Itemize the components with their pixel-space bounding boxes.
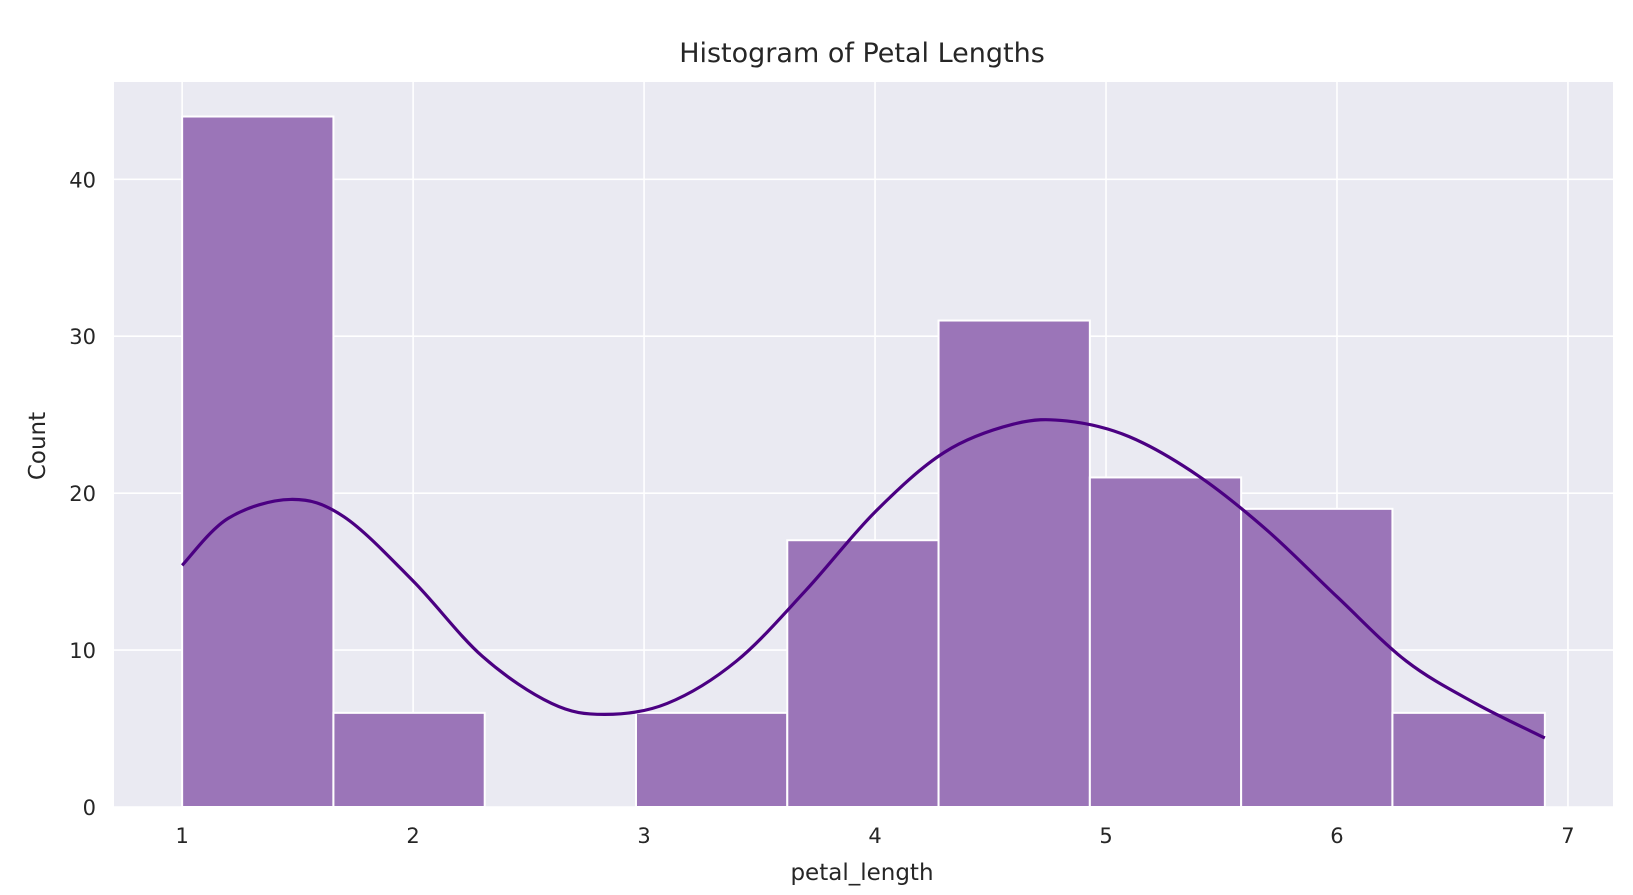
y-tick-label-0: 0 bbox=[83, 796, 96, 820]
y-axis-ticks: 0 10 20 30 40 bbox=[69, 168, 96, 820]
y-tick-label-1: 10 bbox=[69, 639, 96, 663]
histogram-bars bbox=[181, 115, 1546, 809]
histogram-bar-6 bbox=[1088, 476, 1243, 808]
x-tick-label-3: 4 bbox=[868, 824, 881, 848]
histogram-bar-7 bbox=[1240, 507, 1394, 808]
y-tick-label-4: 40 bbox=[69, 168, 96, 192]
y-tick-label-3: 30 bbox=[69, 325, 96, 349]
x-tick-label-4: 5 bbox=[1099, 824, 1112, 848]
histogram-bar-8 bbox=[1391, 711, 1546, 809]
histogram-bar-1 bbox=[332, 711, 486, 809]
y-tick-label-2: 20 bbox=[69, 482, 96, 506]
histogram-bar-0 bbox=[181, 115, 335, 809]
x-axis-ticks: 1 2 3 4 5 6 7 bbox=[175, 824, 1574, 848]
x-tick-label-1: 2 bbox=[406, 824, 419, 848]
x-tick-label-5: 6 bbox=[1330, 824, 1343, 848]
x-tick-label-0: 1 bbox=[175, 824, 188, 848]
kde-curve bbox=[180, 418, 1546, 740]
histogram-bar-5 bbox=[937, 319, 1091, 808]
x-axis-label: petal_length bbox=[790, 860, 933, 886]
chart-title: Histogram of Petal Lengths bbox=[679, 38, 1045, 69]
x-tick-label-6: 7 bbox=[1561, 824, 1574, 848]
histogram-bar-4 bbox=[786, 539, 940, 808]
histogram-bar-3 bbox=[634, 711, 789, 809]
x-tick-label-2: 3 bbox=[637, 824, 650, 848]
y-axis-label: Count bbox=[25, 412, 51, 480]
